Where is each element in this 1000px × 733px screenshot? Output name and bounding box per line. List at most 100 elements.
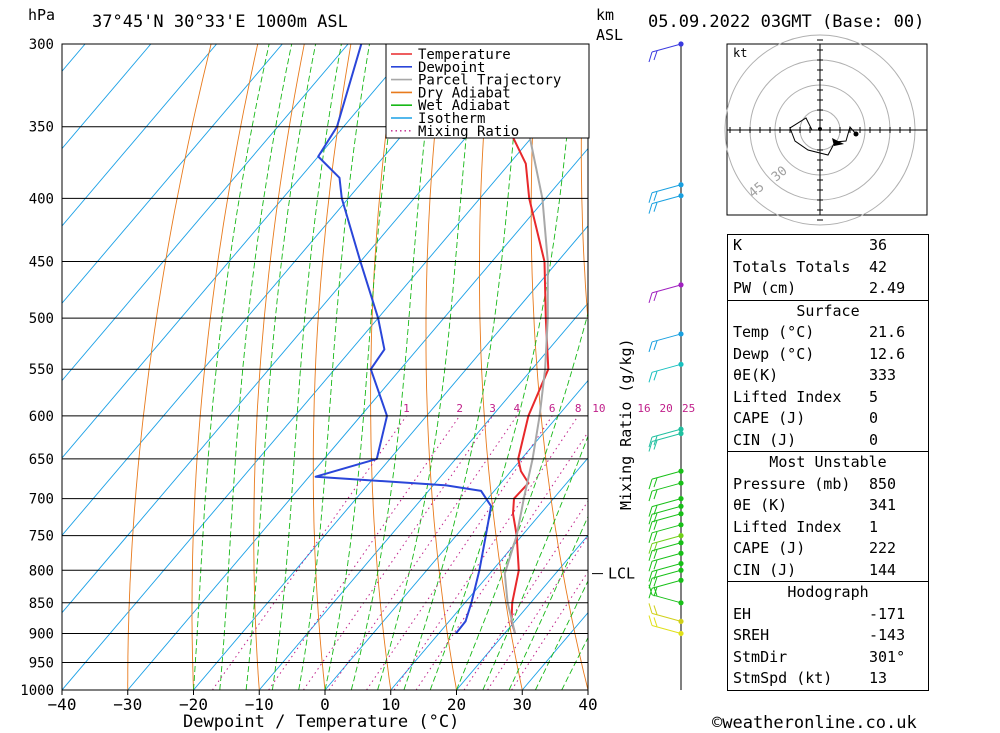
isotherm-line [127, 147, 588, 690]
mixing-ratio-line [366, 415, 553, 690]
wind-barb-flag [648, 615, 653, 626]
wet-adiabat-line [324, 44, 402, 690]
hodograph-unit: kt [733, 46, 747, 60]
hodograph-point [853, 131, 859, 137]
isotherm-line [390, 457, 588, 690]
isotherm-line [456, 534, 588, 690]
wet-adiabat-line [219, 44, 293, 690]
mixing-ratio-label: 4 [513, 402, 520, 415]
wet-adiabat-line [403, 44, 523, 690]
wet-adiabat-line [193, 44, 270, 690]
wind-barb [651, 498, 682, 508]
wet-adiabat-line [245, 44, 317, 690]
pressure-tick-label: 950 [29, 655, 54, 671]
wind-barb-flag [653, 605, 658, 615]
wind-barb [651, 284, 682, 294]
dry-adiabat-line [425, 44, 457, 690]
indices-panel: K 36 Totals Totals 42 PW (cm) 2.49 Surface … [727, 234, 929, 691]
wind-barb-flag [653, 291, 658, 302]
pressure-tick-label: 450 [29, 255, 54, 271]
wind-barb [651, 428, 682, 438]
pressure-tick-label: 300 [29, 37, 54, 53]
wind-barb-flag [648, 603, 653, 614]
wind-barb-flag [653, 586, 658, 596]
wind-barb [651, 43, 682, 53]
wind-barb-flag [648, 561, 653, 572]
wind-barb-flag [653, 549, 658, 559]
pressure-tick-label: 550 [29, 362, 54, 378]
wet-adiabat-line [508, 515, 588, 690]
wind-barb-flag [653, 477, 658, 488]
isotherm-line [62, 44, 152, 150]
wind-barb-flag [648, 514, 653, 525]
wind-barb-flag [648, 543, 653, 554]
legend-label: Mixing Ratio [418, 124, 519, 140]
dry-adiabat-line [530, 44, 588, 690]
isotherm-line [62, 44, 546, 614]
wind-barb [651, 505, 682, 515]
chart-axes: 3003504004505005506006507007508008509009… [20, 37, 635, 714]
wind-barb [651, 195, 682, 205]
x-tick-label: 0 [320, 695, 330, 714]
wind-barb-flag [653, 617, 658, 627]
legend-label: Dewpoint [418, 60, 485, 76]
mixing-ratio-line [328, 415, 518, 690]
isotherm-line [193, 225, 588, 690]
legend-label: Parcel Trajectory [418, 73, 561, 89]
wind-barb-flag [653, 531, 658, 541]
legend-frame [385, 43, 590, 139]
wind-barb-flag [653, 50, 658, 61]
mixing-ratio-line [211, 415, 407, 690]
mixing-ratio-label: 2 [456, 402, 463, 415]
mixing-ratio-label: 8 [575, 402, 582, 415]
surface-section: Surface Temp (°C) 21.6 Dewp (°C) 12.6 θE(K… [728, 299, 928, 452]
wet-adiabat-line [534, 579, 588, 690]
isotherm-line [0, 44, 19, 690]
pressure-tick-label: 900 [29, 626, 54, 642]
mixing-ratio-line [393, 415, 579, 690]
wind-barb-flag [648, 521, 653, 532]
legend-label: Isotherm [418, 111, 485, 127]
wind-barb-flag [653, 202, 658, 212]
dry-adiabat-line [127, 44, 212, 690]
dry-adiabat-line [630, 44, 720, 690]
wind-barb [651, 579, 682, 589]
wind-barb-flag [648, 203, 653, 214]
isotherm-line [62, 44, 283, 304]
wind-barb [651, 482, 682, 492]
temperature-line [506, 44, 550, 634]
wind-barb-flag [653, 440, 658, 450]
x-tick-label: −30 [113, 695, 142, 714]
wind-barb-flag [648, 192, 653, 203]
x-tick-label: −40 [48, 695, 77, 714]
isotherm-line [62, 70, 588, 690]
wind-level-dot [678, 618, 684, 625]
index-row: PW (cm) 2.49 [733, 279, 906, 297]
mixing-ratio-line [511, 570, 588, 690]
dry-adiabat-line [370, 44, 398, 690]
x-tick-label: −10 [245, 695, 274, 714]
mixing-ratio-label: 20 [659, 402, 672, 415]
dry-adiabat-line [580, 44, 588, 326]
dry-adiabat-line [957, 44, 1000, 690]
wind-barb [651, 363, 682, 373]
wind-barb-flag [653, 577, 658, 587]
wind-barb [651, 552, 682, 562]
legend-label: Dry Adiabat [418, 85, 511, 101]
wind-barb [651, 470, 682, 480]
wind-barb-flag [648, 372, 653, 383]
x-axis-label: Dewpoint / Temperature (°C) [183, 712, 459, 732]
wind-barb [651, 542, 682, 552]
x-tick-label: 20 [447, 695, 466, 714]
wind-barb-flag [648, 532, 653, 543]
mixing-ratio-axis-label: Mixing Ratio (g/kg) [617, 338, 635, 510]
wet-adiabat-line [350, 44, 437, 690]
dry-adiabat-line [253, 44, 305, 690]
index-row: K 36 [733, 236, 888, 254]
isotherm-line [62, 44, 217, 227]
wind-barb [651, 524, 682, 534]
pressure-tick-label: 700 [29, 492, 54, 508]
wet-adiabat-line [271, 44, 342, 690]
pressure-tick-label: 600 [29, 409, 54, 425]
